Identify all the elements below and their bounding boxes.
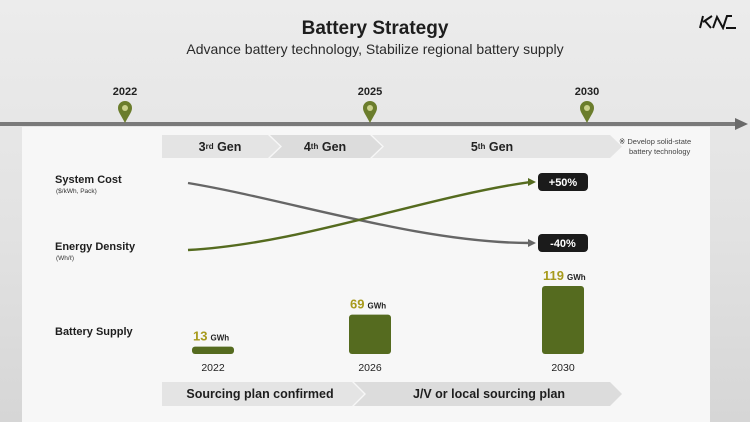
energy-density-arrowhead <box>528 178 536 186</box>
note-line-1: ※ Develop solid-state <box>619 137 692 146</box>
bar-2026 <box>349 314 391 354</box>
system-cost-unit: ($/kWh, Pack) <box>56 188 97 195</box>
timeline-arrow <box>0 118 748 130</box>
battery-supply-label: Battery Supply <box>55 326 133 338</box>
solid-state-note: ※ Develop solid-state battery technology <box>619 137 709 157</box>
kia-logo <box>699 14 736 30</box>
timeline-year-2022: 2022 <box>112 86 138 98</box>
pin-icon <box>580 101 594 123</box>
system-cost-label: System Cost <box>55 174 122 186</box>
pin-icon <box>363 101 377 123</box>
sourcing-plan-label: J/V or local sourcing plan <box>412 387 566 401</box>
bar-2022 <box>192 346 234 354</box>
energy-density-badge <box>538 173 588 191</box>
energy-density-unit: (Wh/ℓ) <box>56 255 74 262</box>
bar-value-label: 69 <box>350 297 364 312</box>
gen-number: 3 <box>198 139 206 154</box>
x-tick-label: 2026 <box>358 362 382 374</box>
pin-icon <box>118 101 132 123</box>
x-tick-label: 2022 <box>201 362 225 374</box>
bar-value-label: 13 <box>193 329 207 344</box>
timeline-year-2025: 2025 <box>357 86 383 98</box>
energy-density-line <box>187 180 531 252</box>
gen-number: 4 <box>303 139 311 154</box>
timeline-year-2030: 2030 <box>574 86 600 98</box>
x-tick-label: 2030 <box>551 362 575 374</box>
gen-word: Gen <box>488 139 514 154</box>
sourcing-confirmed-label: Sourcing plan confirmed <box>186 387 334 401</box>
bar-2030 <box>542 286 584 354</box>
page-subtitle: Advance battery technology, Stabilize re… <box>186 41 564 57</box>
energy-density-change-label: +50% <box>549 177 578 189</box>
energy-density-label: Energy Density <box>55 241 136 253</box>
bar-unit-label: GWh <box>210 334 229 343</box>
content-panel <box>22 127 710 422</box>
system-cost-badge <box>538 234 588 252</box>
gen-number: 5 <box>470 139 478 154</box>
bar-unit-label: GWh <box>567 273 586 282</box>
gen-word: Gen <box>217 139 242 154</box>
bar-unit-label: GWh <box>367 302 386 311</box>
gen-word: Gen <box>321 139 347 154</box>
system-cost-arrowhead <box>528 239 536 247</box>
system-cost-line <box>187 181 531 245</box>
system-cost-change-label: -40% <box>550 238 576 250</box>
bar-value-label: 119 <box>543 268 564 283</box>
page-title: Battery Strategy <box>301 18 449 39</box>
note-line-2: battery technology <box>629 147 691 156</box>
